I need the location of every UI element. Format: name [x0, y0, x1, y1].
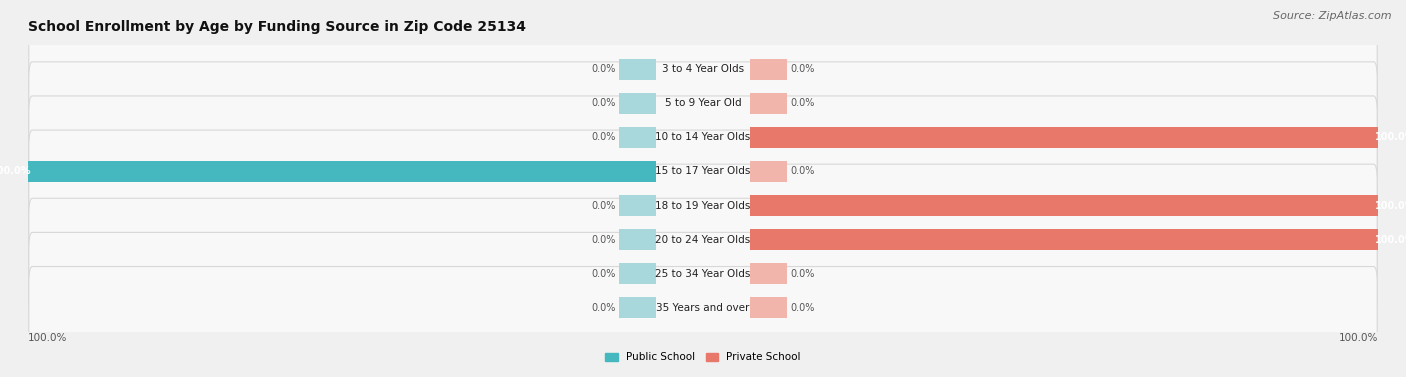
Bar	[619, 229, 655, 250]
Text: 100.0%: 100.0%	[1375, 132, 1406, 143]
FancyBboxPatch shape	[28, 198, 1378, 281]
Bar	[751, 229, 1406, 250]
Bar	[751, 93, 787, 114]
FancyBboxPatch shape	[28, 164, 1378, 247]
Bar	[751, 297, 787, 319]
Text: 100.0%: 100.0%	[1375, 234, 1406, 245]
Text: 0.0%: 0.0%	[591, 201, 616, 211]
Bar	[751, 127, 1406, 148]
Text: 15 to 17 Year Olds: 15 to 17 Year Olds	[655, 166, 751, 176]
Text: 0.0%: 0.0%	[790, 166, 815, 176]
Text: 25 to 34 Year Olds: 25 to 34 Year Olds	[655, 269, 751, 279]
Text: 0.0%: 0.0%	[790, 303, 815, 313]
Text: 5 to 9 Year Old: 5 to 9 Year Old	[665, 98, 741, 108]
Bar	[619, 195, 655, 216]
Legend: Public School, Private School: Public School, Private School	[600, 348, 806, 367]
Text: 0.0%: 0.0%	[790, 98, 815, 108]
FancyBboxPatch shape	[28, 267, 1378, 349]
Text: 100.0%: 100.0%	[28, 334, 67, 343]
Bar	[0, 161, 655, 182]
FancyBboxPatch shape	[28, 62, 1378, 145]
FancyBboxPatch shape	[28, 232, 1378, 315]
Bar	[751, 263, 787, 284]
Text: 0.0%: 0.0%	[591, 269, 616, 279]
Bar	[751, 195, 1406, 216]
Text: 20 to 24 Year Olds: 20 to 24 Year Olds	[655, 234, 751, 245]
Bar	[619, 297, 655, 319]
Text: 0.0%: 0.0%	[591, 98, 616, 108]
Text: 18 to 19 Year Olds: 18 to 19 Year Olds	[655, 201, 751, 211]
Text: 100.0%: 100.0%	[1339, 334, 1378, 343]
Bar	[751, 161, 787, 182]
Text: School Enrollment by Age by Funding Source in Zip Code 25134: School Enrollment by Age by Funding Sour…	[28, 20, 526, 34]
Bar	[619, 58, 655, 80]
Text: 0.0%: 0.0%	[790, 269, 815, 279]
Text: Source: ZipAtlas.com: Source: ZipAtlas.com	[1274, 11, 1392, 21]
Text: 100.0%: 100.0%	[0, 166, 31, 176]
Bar	[619, 127, 655, 148]
Text: 0.0%: 0.0%	[591, 303, 616, 313]
Text: 10 to 14 Year Olds: 10 to 14 Year Olds	[655, 132, 751, 143]
Bar	[619, 263, 655, 284]
Text: 0.0%: 0.0%	[790, 64, 815, 74]
Text: 0.0%: 0.0%	[591, 132, 616, 143]
FancyBboxPatch shape	[28, 96, 1378, 179]
Text: 100.0%: 100.0%	[1375, 201, 1406, 211]
Bar	[751, 58, 787, 80]
FancyBboxPatch shape	[28, 130, 1378, 213]
Bar	[619, 93, 655, 114]
Text: 0.0%: 0.0%	[591, 64, 616, 74]
Text: 35 Years and over: 35 Years and over	[657, 303, 749, 313]
Text: 3 to 4 Year Olds: 3 to 4 Year Olds	[662, 64, 744, 74]
Text: 0.0%: 0.0%	[591, 234, 616, 245]
FancyBboxPatch shape	[28, 28, 1378, 110]
